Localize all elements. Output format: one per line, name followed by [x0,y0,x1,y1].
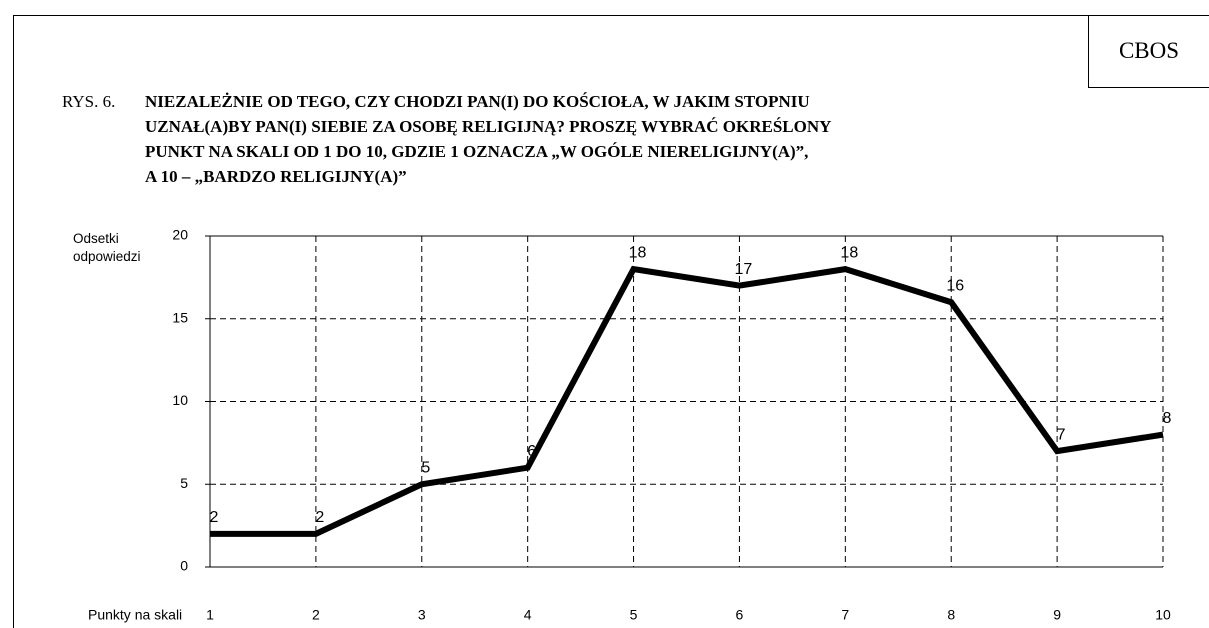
line [210,265,1164,537]
title-block: RYS. 6. NIEZALEŻNIE OD TEGO, CZY CHODZI … [62,89,831,189]
y-tick-label: 15 [172,309,188,325]
data-label: 2 [315,509,324,526]
title-line: A 10 – „BARDZO RELIGIJNY(A)” [145,167,407,186]
title: NIEZALEŻNIE OD TEGO, CZY CHODZI PAN(I) D… [145,89,831,189]
x-tick-label: 2 [312,607,320,623]
data-label: 16 [946,277,964,294]
data-label: 8 [1163,410,1172,427]
y-tick-label: 20 [172,227,188,243]
x-tick-label: 9 [1053,607,1061,623]
x-tick-label: 4 [524,607,532,623]
data-label: 5 [421,459,430,476]
badge: CBOS [1088,15,1209,88]
y-tick-label: 5 [180,475,188,491]
x-tick-label: 8 [947,607,955,623]
data-label: 2 [210,509,219,526]
y-tick-label: 10 [172,392,188,408]
x-tick-label: 10 [1155,607,1171,623]
data-label: 18 [840,244,858,261]
data-label: 17 [735,261,753,278]
data-label: 6 [527,443,536,460]
title-line: PUNKT NA SKALI OD 1 DO 10, GDZIE 1 OZNAC… [145,142,809,161]
x-tick-label: 5 [630,607,638,623]
title-line: NIEZALEŻNIE OD TEGO, CZY CHODZI PAN(I) D… [145,92,810,111]
y-tick-label: 0 [180,558,188,574]
y-axis-label: Odsetki odpowiedzi [73,231,141,264]
figure-label: RYS. 6. [62,92,116,111]
x-tick-label: 7 [841,607,849,623]
x-tick-label: 6 [736,607,744,623]
data-label: 18 [629,244,647,261]
title-line: UZNAŁ(A)BY PAN(I) SIEBIE ZA OSOBĘ RELIGI… [145,117,832,136]
x-axis-label: Punkty na skali [88,607,182,623]
x-tick-label: 1 [206,607,214,623]
frame [13,15,1209,16]
data-label: 7 [1057,426,1066,443]
x-tick-label: 3 [418,607,426,623]
frame [13,15,14,628]
